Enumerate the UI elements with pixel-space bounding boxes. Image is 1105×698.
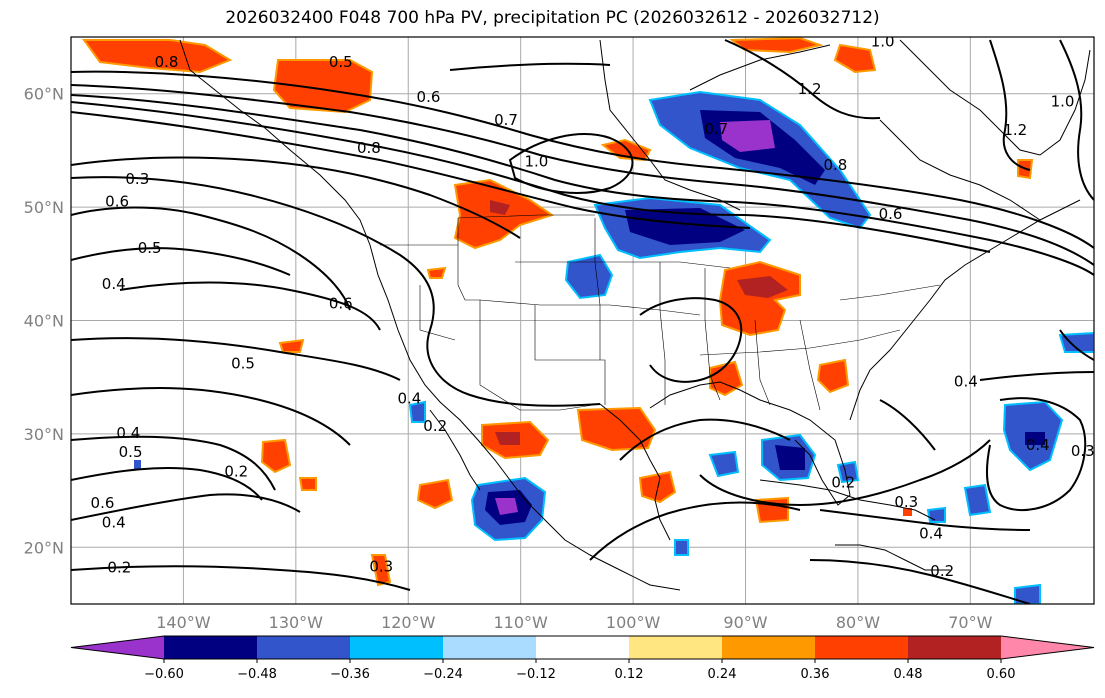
longitude-label: 140°W — [156, 613, 211, 632]
latitude-label: 20°N — [24, 538, 64, 557]
colorbar-segment — [629, 636, 722, 659]
latitude-label: 30°N — [24, 425, 64, 444]
pv-contour-label: 1.2 — [1003, 121, 1027, 139]
colorbar-tick-label: 0.36 — [801, 667, 830, 682]
map-frame — [70, 36, 1095, 605]
longitude-label: 100°W — [606, 613, 661, 632]
pv-contour-label: 0.3 — [1071, 442, 1095, 460]
pv-contour-label: 0.8 — [155, 53, 179, 71]
pv-contour-label: 0.5 — [138, 239, 162, 257]
colorbar-segment — [164, 636, 257, 659]
colorbar-segment — [815, 636, 908, 659]
colorbar-segment — [350, 636, 443, 659]
pv-contour-label: 0.4 — [919, 525, 943, 543]
pv-contour-label: 0.6 — [91, 494, 115, 512]
pv-contour-label: 0.4 — [954, 373, 978, 391]
pv-contour-label: 0.2 — [107, 559, 131, 577]
colorbar-tick-label: −0.60 — [144, 667, 184, 682]
pv-contour-label: 0.4 — [1026, 436, 1050, 454]
colorbar-tick-label: −0.48 — [237, 667, 277, 682]
colorbar-segment — [536, 636, 629, 659]
longitude-labels: 140°W 130°W 120°W 110°W 100°W 90°W 80°W 70°W — [156, 613, 992, 632]
colorbar-segment — [722, 636, 815, 659]
longitude-label: 120°W — [381, 613, 436, 632]
state-boundaries — [380, 214, 941, 411]
longitude-label: 130°W — [269, 613, 324, 632]
latitude-label: 40°N — [24, 312, 64, 331]
latitude-label: 50°N — [24, 198, 64, 217]
pv-contour-label: 0.7 — [704, 120, 728, 138]
colorbar-tick-label: 0.12 — [615, 667, 644, 682]
longitude-label: 80°W — [836, 613, 880, 632]
pv-contour-label: 0.2 — [423, 417, 447, 435]
pv-contour-label: 1.2 — [798, 80, 822, 98]
longitude-label: 90°W — [723, 613, 767, 632]
pv-contour-label: 0.8 — [824, 156, 848, 174]
pv-contour-label: 0.4 — [102, 513, 126, 531]
longitude-label: 70°W — [948, 613, 992, 632]
pv-contour-label: 1.0 — [871, 33, 895, 51]
pv-contour-label: 0.8 — [357, 139, 381, 157]
pv-contour-label: 0.7 — [494, 111, 518, 129]
latitude-labels: 60°N 50°N 40°N 30°N 20°N — [24, 85, 64, 558]
colorbar-segment — [908, 636, 1001, 659]
colorbar-tick-label: 0.24 — [708, 667, 737, 682]
pv-contour-label: 0.4 — [116, 424, 140, 442]
pv-contours — [71, 39, 1094, 604]
pv-contour-label: 0.6 — [105, 192, 129, 210]
page-title: 2026032400 F048 700 hPa PV, precipitatio… — [225, 8, 880, 28]
colorbar-tick-label: 0.60 — [987, 667, 1016, 682]
colorbar-tick-label: −0.12 — [516, 667, 556, 682]
pv-contour-label: 0.2 — [831, 474, 855, 492]
pv-contour-label: 0.3 — [894, 493, 918, 511]
precip-positive-shading — [82, 37, 1034, 587]
colorbar-tick-label: −0.36 — [330, 667, 370, 682]
pv-contour-label: 0.2 — [930, 562, 954, 580]
pv-contour-label: 0.3 — [125, 170, 149, 188]
pv-contour-label: 0.4 — [102, 275, 126, 293]
pv-contour-labels: 0.8 0.50.60.70.81.00.30.60.50.40.60.50.40… — [91, 33, 1095, 580]
colorbar-tick-label: −0.24 — [423, 667, 463, 682]
colorbar-segment — [257, 636, 350, 659]
pv-contour-label: 0.3 — [369, 558, 393, 576]
coastlines — [179, 39, 1091, 591]
pv-contour-label: 1.0 — [524, 153, 548, 171]
colorbar-segment — [71, 636, 164, 659]
pv-contour-label: 0.4 — [397, 390, 421, 408]
pv-contour-label: 0.5 — [231, 355, 255, 373]
pv-contour-label: 0.5 — [119, 443, 143, 461]
latitude-label: 60°N — [24, 85, 64, 104]
colorbar: −0.60 −0.48 −0.36 −0.24 −0.12 0.12 0.24 0.36 0.4… — [70, 635, 1095, 682]
pv-contour-label: 0.6 — [879, 205, 903, 223]
pv-contour-label: 0.6 — [417, 88, 441, 106]
colorbar-segment — [1001, 636, 1094, 659]
longitude-label: 110°W — [493, 613, 548, 632]
pv-contour-label: 1.0 — [1051, 93, 1075, 111]
pv-contour-label: 0.2 — [224, 462, 248, 480]
pv-contour-label: 0.6 — [329, 294, 353, 312]
colorbar-segment — [443, 636, 536, 659]
colorbar-tick-label: 0.48 — [894, 667, 923, 682]
pv-contour-label: 0.5 — [329, 53, 353, 71]
